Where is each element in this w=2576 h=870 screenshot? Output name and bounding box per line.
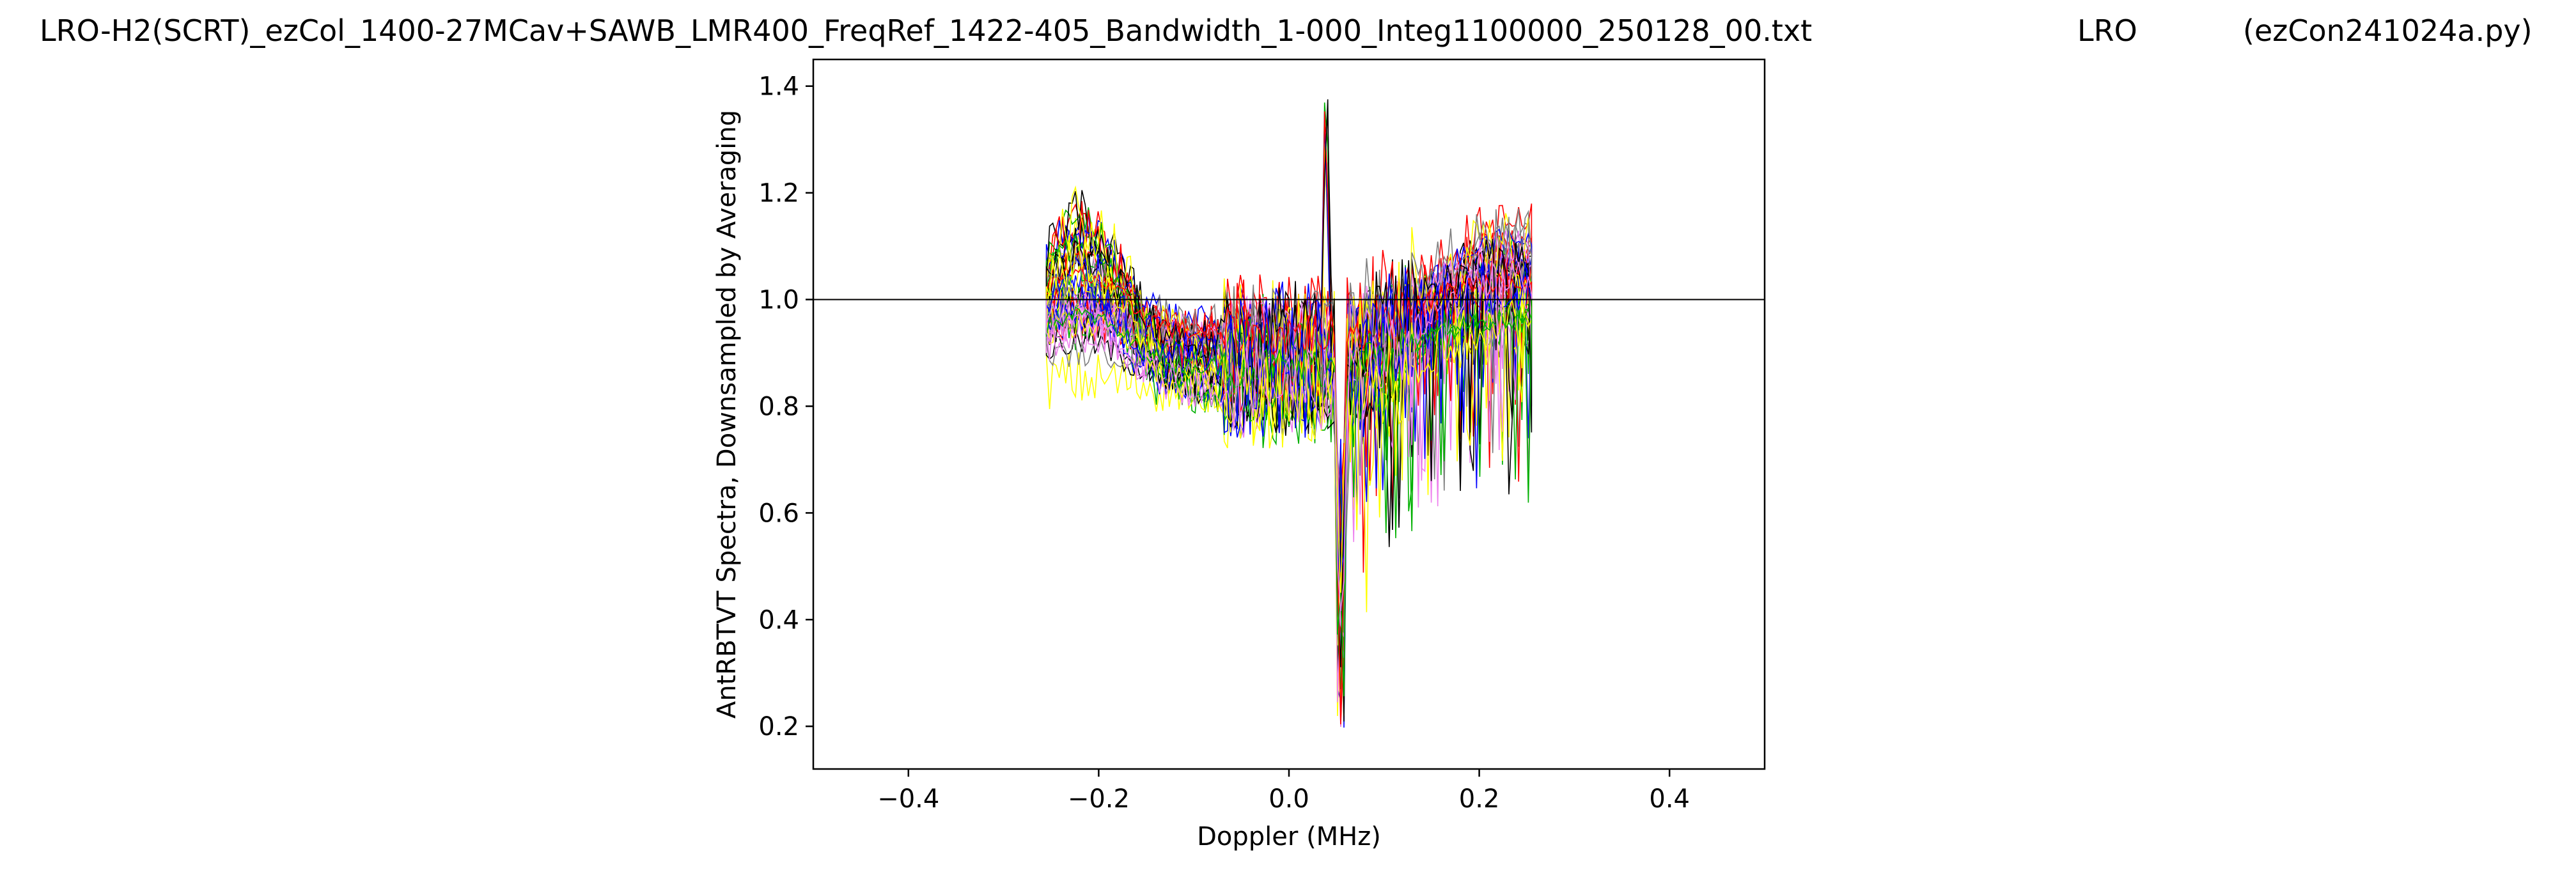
spectrum-line: [813, 247, 1765, 637]
spectrum-line: [813, 203, 1765, 677]
spectrum-line: [813, 230, 1765, 703]
x-tick-label: 0.4: [1649, 784, 1690, 814]
header-site: LRO: [2077, 13, 2137, 48]
spectrum-line: [813, 217, 1765, 724]
spectrum-line: [813, 208, 1765, 658]
spectrum-line: [813, 264, 1765, 725]
spectrum-line: [813, 143, 1765, 716]
x-axis-label: Doppler (MHz): [1197, 822, 1381, 851]
y-tick-label: 1.0: [758, 286, 799, 315]
spectrum-line: [813, 222, 1765, 649]
x-tick-label: 0.2: [1459, 784, 1500, 814]
y-tick-label: 0.4: [758, 605, 799, 635]
x-tick-label: −0.4: [877, 784, 939, 814]
y-tick-label: 0.2: [758, 712, 799, 742]
spectrum-line: [813, 299, 1765, 697]
y-tick-label: 1.2: [758, 179, 799, 208]
header-filename: LRO-H2(SCRT)_ezCol_1400-27MCav+SAWB_LMR4…: [40, 13, 1812, 48]
y-tick-label: 1.4: [758, 72, 799, 102]
spectrum-line: [813, 235, 1765, 602]
x-tick-label: −0.2: [1068, 784, 1130, 814]
spectrum-line: [813, 203, 1765, 702]
y-tick-label: 0.6: [758, 499, 799, 528]
spectrum-line: [813, 162, 1765, 727]
y-axis-label: AntRBTVT Spectra, Downsampled by Averagi…: [712, 110, 742, 719]
y-axis-ticks: 0.2 0.4 0.6 0.8 1.0 1.2 1.4: [758, 72, 813, 742]
x-tick-label: 0.0: [1268, 784, 1309, 814]
spectra-lines: [813, 99, 1765, 728]
x-axis-ticks: −0.4 −0.2 0.0 0.2 0.4: [877, 769, 1690, 814]
spectrum-line: [813, 261, 1765, 611]
spectrum-line: [813, 190, 1765, 722]
spectrum-line: [813, 185, 1765, 695]
header-program: (ezCon241024a.py): [2243, 13, 2533, 48]
y-tick-label: 0.8: [758, 392, 799, 421]
